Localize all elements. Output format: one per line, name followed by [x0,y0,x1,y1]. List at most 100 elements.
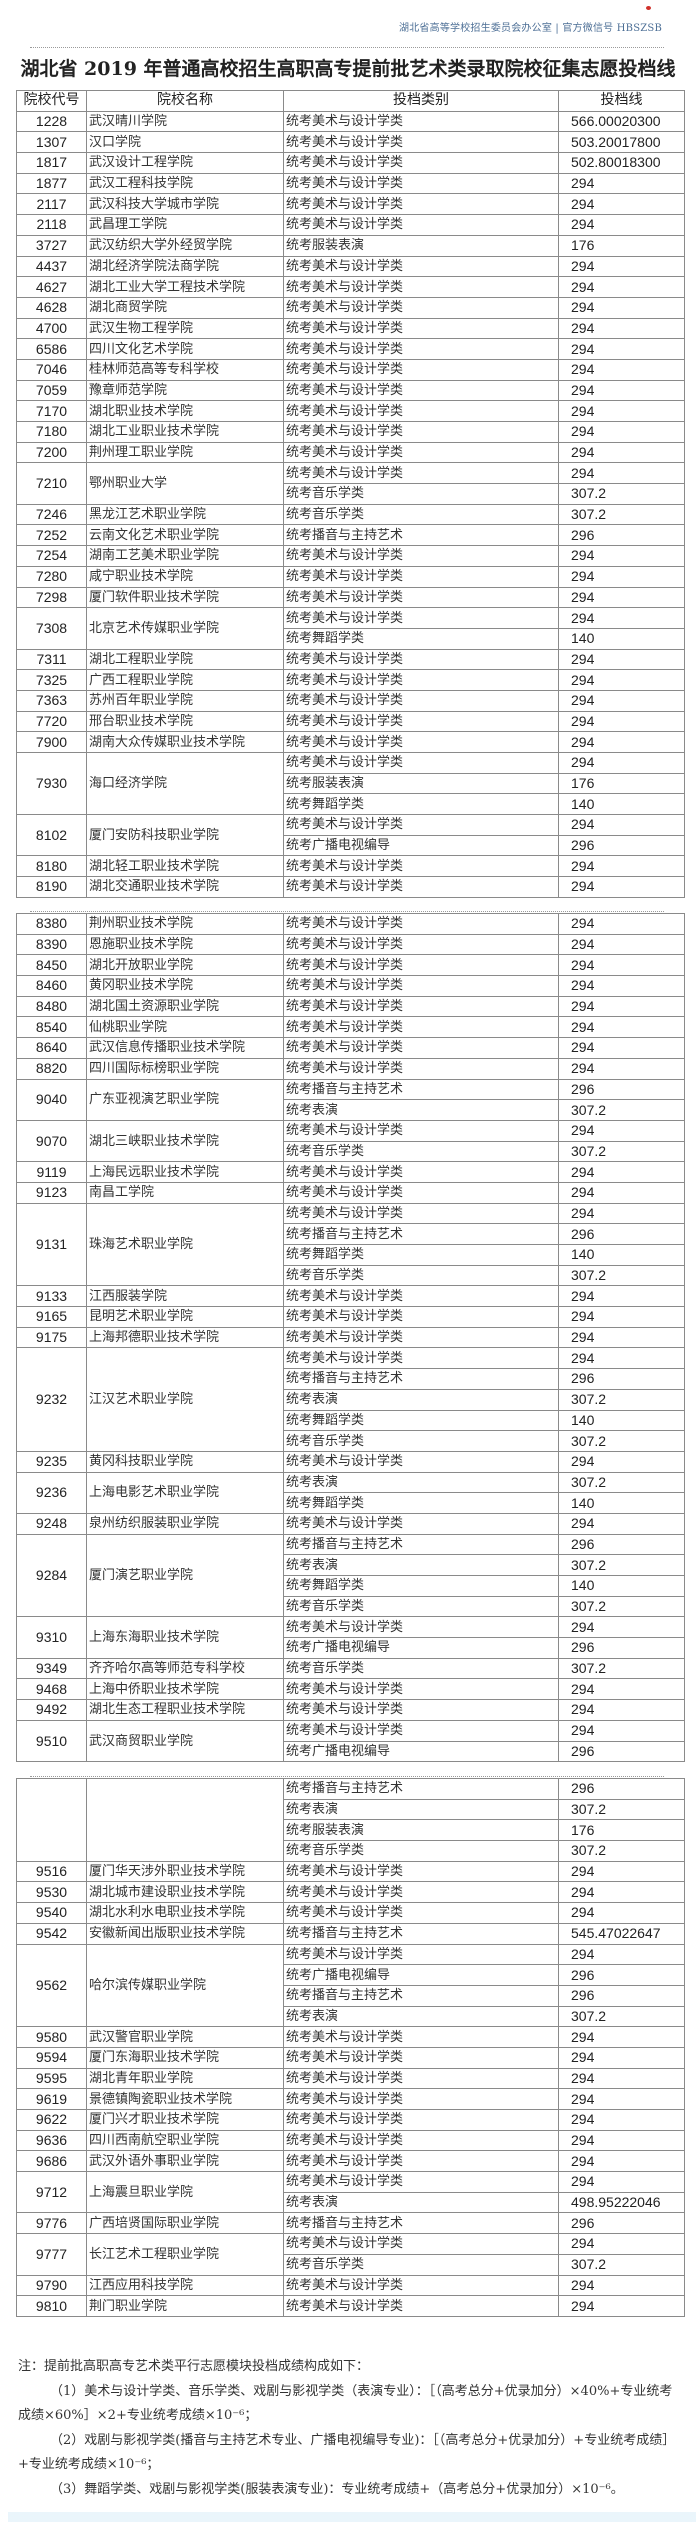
school-code: 7720 [16,710,87,733]
table-row: 8380 荆州职业技术学院 统考美术与设计学类 294 [16,913,685,935]
admission-category: 统考美术与设计学类 [283,193,559,216]
school-name: 苏州百年职业学院 [86,689,284,712]
table-row: 9123 南昌工学院 统考美术与设计学类 294 [16,1181,685,1204]
admission-category: 统考美术与设计学类 [283,913,559,935]
admission-category: 统考舞蹈学类 [283,793,559,816]
cutoff-score: 176 [558,234,685,257]
school-name: 四川西南航空职业学院 [86,2129,284,2152]
table-row: 9235 黄冈科技职业学院 统考美术与设计学类 294 [16,1450,685,1473]
admission-category: 统考表演 [283,1554,559,1576]
school-code: 3727 [16,234,87,257]
cutoff-score: 296 [558,1078,685,1101]
column-header-category: 投档类别 [283,90,559,112]
school-name: 湖北城市建设职业技术学院 [86,1881,284,1904]
cutoff-score: 294 [558,607,685,629]
cutoff-score: 307.2 [558,1388,685,1411]
admission-category: 统考音乐学类 [283,1840,559,1862]
school-code: 1307 [16,131,87,154]
school-name: 湖南大众传媒职业技术学院 [86,731,284,753]
cutoff-score: 294 [558,400,685,422]
table-row: 9776 广西培贤国际职业学院 统考播音与主持艺术 296 [16,2212,685,2235]
cutoff-score: 294 [558,1450,685,1473]
admission-category: 统考美术与设计学类 [283,689,559,712]
table-row: 7252 云南文化艺术职业学院 统考播音与主持艺术 296 [16,524,685,547]
cutoff-score: 294 [558,995,685,1018]
school-code: 4700 [16,317,87,340]
cutoff-score: 294 [558,1719,685,1742]
table-row: 9133 江西服装学院 统考美术与设计学类 294 [16,1285,685,1308]
admission-category: 统考美术与设计学类 [283,1943,559,1966]
table-row: 统考服装表演 176 [17,1819,685,1842]
note-item: （2）戏剧与影视学类(播音与主持艺术专业、广播电视编导专业)：［（高考总分+优录… [18,2432,676,2473]
school-name: 湖北水利水电职业技术学院 [86,1902,284,1924]
school-code: 7280 [16,565,87,588]
cutoff-score: 294 [558,1202,685,1225]
school-code: 4627 [16,276,87,298]
school-code: 9131 [16,1202,87,1287]
cutoff-score: 294 [558,2067,685,2090]
cutoff-score: 307.2 [558,1264,685,1287]
admission-category: 统考美术与设计学类 [283,131,559,154]
school-code: 9232 [16,1347,87,1452]
cutoff-score: 307.2 [558,483,685,505]
table-row: 7308 北京艺术传媒职业学院 统考美术与设计学类 294 [16,607,685,650]
admission-category: 统考美术与设计学类 [283,421,559,443]
school-name: 四川国际标榜职业学院 [86,1057,284,1080]
cutoff-score: 307.2 [558,1798,685,1821]
table-row: 7210 鄂州职业大学 统考美术与设计学类 294 [16,462,685,505]
bottom-strip [8,2512,696,2522]
school-code: 9686 [16,2150,87,2173]
cutoff-score: 294 [558,954,685,977]
school-name: 湖北工业职业技术学院 [86,421,284,443]
cutoff-score: 294 [558,752,685,774]
table-row: 8450 湖北开放职业学院 统考美术与设计学类 294 [16,954,685,977]
school-name: 上海震旦职业学院 [86,2171,284,2214]
cutoff-score: 294 [558,214,685,236]
table-row: 9468 上海中侨职业技术学院 统考美术与设计学类 294 [16,1678,685,1701]
admission-category: 统考美术与设计学类 [283,1678,559,1701]
cutoff-score: 294 [558,1881,685,1904]
notes: 注：提前批高职高专艺术类平行志愿模块投档成绩构成如下： （1）美术与设计学类、音… [18,2355,682,2502]
cutoff-score: 307.2 [558,1554,685,1576]
school-code: 9562 [16,1943,87,2028]
school-code: 9284 [16,1533,87,1618]
admission-category: 统考舞蹈学类 [283,1244,559,1266]
school-name: 鄂州职业大学 [86,462,284,505]
cutoff-score: 140 [558,793,685,816]
cutoff-score: 294 [558,358,685,381]
cutoff-score: 307.2 [558,1430,685,1452]
table-row: 统考表演 307.2 [17,1388,685,1411]
admission-category: 统考美术与设计学类 [283,358,559,381]
cutoff-score: 296 [558,1964,685,1986]
school-name: 江西服装学院 [86,1285,284,1308]
table-row: 9540 湖北水利水电职业技术学院 统考美术与设计学类 294 [16,1902,685,1924]
table-row: 7200 荆州理工职业学院 统考美术与设计学类 294 [16,441,685,464]
table-row: 9636 四川西南航空职业学院 统考美术与设计学类 294 [16,2129,685,2152]
school-code: 9540 [16,1902,87,1924]
table-row: 9542 安徽新闻出版职业技术学院 统考播音与主持艺术 545.47022647 [16,1922,685,1945]
cutoff-score: 294 [558,1902,685,1924]
school-code: 9468 [16,1678,87,1701]
school-code: 7930 [16,751,87,816]
school-code: 8480 [16,995,87,1018]
cutoff-score: 294 [558,1678,685,1701]
table-row: 9284 厦门演艺职业学院 统考播音与主持艺术 296 [16,1533,685,1618]
cutoff-score: 307.2 [558,503,685,526]
school-code: 9175 [16,1326,87,1349]
cutoff-score: 296 [558,1984,685,2007]
school-code: 7252 [16,524,87,547]
school-name: 武昌理工学院 [86,214,284,236]
school-name: 湖北商贸学院 [86,296,284,319]
table-row: 4437 湖北经济学院法商学院 统考美术与设计学类 294 [16,255,685,278]
table-row: 统考音乐学类 307.2 [17,1264,685,1287]
school-code: 7059 [16,379,87,402]
admission-category: 统考美术与设计学类 [283,1326,559,1349]
table-row: 统考播音与主持艺术 296 [17,1223,685,1245]
table-row: 1817 武汉设计工程学院 统考美术与设计学类 502.80018300 [16,152,685,174]
school-code: 2117 [16,193,87,216]
table-row: 4627 湖北工业大学工程技术学院 统考美术与设计学类 294 [16,276,685,298]
school-name: 武汉科技大学城市学院 [86,193,284,216]
admission-category: 统考美术与设计学类 [283,752,559,774]
table-row: 9516 厦门华天涉外职业技术学院 统考美术与设计学类 294 [16,1860,685,1883]
admission-category: 统考美术与设计学类 [283,1860,559,1883]
